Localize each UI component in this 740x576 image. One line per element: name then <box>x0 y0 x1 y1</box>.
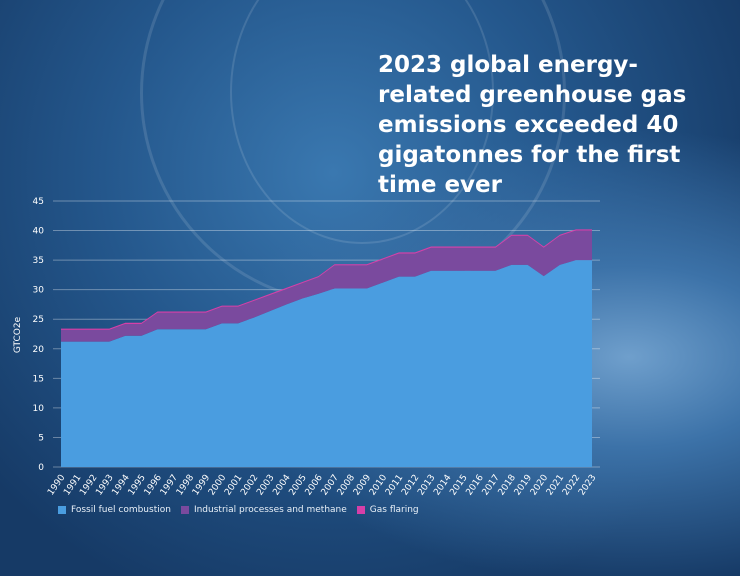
x-tick-label: 2023 <box>577 473 598 497</box>
y-tick-label: 15 <box>33 374 44 384</box>
y-tick-label: 20 <box>33 345 45 355</box>
legend-swatch <box>180 506 189 514</box>
area-fossil-fuel-combustion <box>61 260 592 467</box>
y-tick-label: 40 <box>33 227 45 237</box>
y-tick-label: 30 <box>33 286 45 296</box>
legend-item-flaring: Gas flaring <box>356 505 419 515</box>
y-ticks: 0 5 10 15 20 25 30 35 40 45 <box>33 197 45 473</box>
legend-label: Industrial processes and methane <box>193 505 347 515</box>
legend-label: Fossil fuel combustion <box>71 505 171 515</box>
legend-item-fossil: Fossil fuel combustion <box>58 505 171 515</box>
page-title: 2023 global energy-related greenhouse ga… <box>378 52 687 198</box>
legend-swatch <box>356 506 365 514</box>
y-tick-label: 35 <box>33 256 44 266</box>
area-industrial-processes <box>61 230 592 342</box>
y-tick-label: 5 <box>38 433 44 443</box>
y-tick-label: 10 <box>33 404 45 414</box>
y-tick-label: 0 <box>38 463 44 473</box>
areas <box>61 229 592 467</box>
legend-swatch <box>58 506 66 514</box>
x-ticks: 1990199119921993199419951996199719981999… <box>46 473 598 498</box>
y-axis-label: GTCO2e <box>13 316 23 353</box>
legend-label: Gas flaring <box>369 505 419 515</box>
y-tick-label: 45 <box>33 197 44 207</box>
legend-item-industrial: Industrial processes and methane <box>180 505 347 515</box>
legend: Fossil fuel combustion Industrial proces… <box>58 505 419 515</box>
y-tick-label: 25 <box>33 315 44 325</box>
